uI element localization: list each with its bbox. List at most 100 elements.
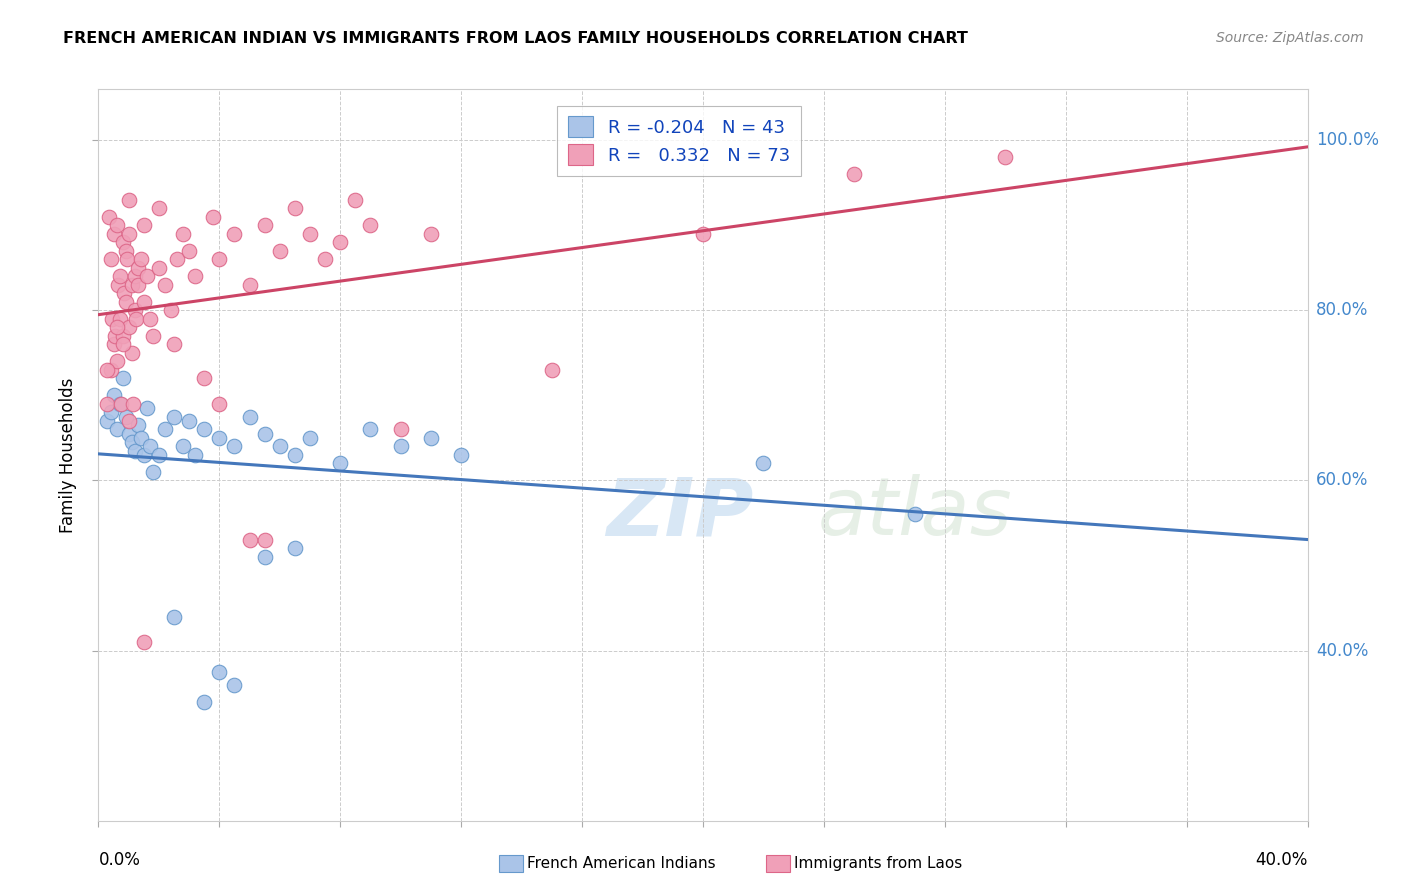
Point	[129, 252, 152, 267]
Point	[202, 210, 225, 224]
Point	[108, 311, 131, 326]
Point	[360, 219, 382, 233]
Point	[904, 508, 927, 522]
Point	[208, 397, 231, 411]
Point	[100, 405, 122, 419]
Point	[299, 431, 322, 445]
Point	[184, 448, 207, 462]
Point	[104, 329, 127, 343]
Point	[389, 422, 412, 436]
Text: atlas: atlas	[818, 475, 1012, 552]
Point	[314, 252, 336, 267]
Point	[389, 439, 412, 453]
Point	[253, 219, 276, 233]
Point	[103, 388, 125, 402]
Point	[118, 426, 141, 441]
Point	[284, 201, 307, 215]
Point	[107, 277, 129, 292]
Point	[163, 409, 186, 424]
Point	[127, 418, 149, 433]
Point	[111, 329, 134, 343]
Point	[124, 269, 146, 284]
Point	[135, 269, 157, 284]
Point	[132, 635, 155, 649]
Point	[139, 311, 162, 326]
Point	[148, 201, 170, 215]
Y-axis label: Family Households: Family Households	[59, 377, 77, 533]
Text: 80.0%: 80.0%	[1316, 301, 1368, 319]
Point	[96, 397, 118, 411]
Point	[163, 337, 186, 351]
Point	[96, 363, 118, 377]
Point	[163, 609, 186, 624]
Point	[153, 277, 176, 292]
Point	[124, 443, 146, 458]
Point	[752, 457, 775, 471]
Point	[127, 260, 149, 275]
Point	[420, 431, 443, 445]
Text: 40.0%: 40.0%	[1316, 641, 1368, 659]
Point	[269, 439, 291, 453]
Point	[121, 277, 143, 292]
Point	[450, 448, 472, 462]
Point	[540, 363, 562, 377]
Point	[139, 439, 162, 453]
Point	[100, 363, 122, 377]
Point	[105, 320, 128, 334]
Point	[844, 167, 866, 181]
Text: 100.0%: 100.0%	[1316, 131, 1379, 149]
Text: 40.0%: 40.0%	[1256, 851, 1308, 869]
Point	[329, 235, 352, 250]
Point	[108, 269, 131, 284]
Point	[179, 414, 201, 428]
Point	[103, 337, 125, 351]
Point	[96, 414, 118, 428]
Point	[224, 227, 246, 241]
Point	[111, 371, 134, 385]
Point	[239, 277, 262, 292]
Point	[118, 320, 141, 334]
Legend: R = -0.204   N = 43, R =   0.332   N = 73: R = -0.204 N = 43, R = 0.332 N = 73	[557, 105, 800, 176]
Point	[129, 431, 152, 445]
Text: Immigrants from Laos: Immigrants from Laos	[794, 856, 963, 871]
Point	[184, 269, 207, 284]
Point	[105, 354, 128, 368]
Point	[111, 235, 134, 250]
Point	[420, 227, 443, 241]
Point	[208, 431, 231, 445]
Point	[103, 227, 125, 241]
Point	[239, 409, 262, 424]
Point	[112, 286, 135, 301]
Text: ZIP: ZIP	[606, 475, 754, 552]
Point	[224, 439, 246, 453]
Point	[124, 303, 146, 318]
Point	[160, 303, 183, 318]
Point	[269, 244, 291, 258]
Text: French American Indians: French American Indians	[527, 856, 716, 871]
Point	[224, 677, 246, 691]
Point	[105, 422, 128, 436]
Text: 60.0%: 60.0%	[1316, 472, 1368, 490]
Point	[208, 252, 231, 267]
Point	[132, 294, 155, 309]
Point	[142, 465, 165, 479]
Text: Source: ZipAtlas.com: Source: ZipAtlas.com	[1216, 31, 1364, 45]
Point	[114, 409, 136, 424]
Point	[253, 549, 276, 564]
Point	[122, 397, 145, 411]
Point	[172, 227, 194, 241]
Point	[193, 422, 215, 436]
Point	[111, 337, 134, 351]
Point	[166, 252, 188, 267]
Point	[299, 227, 322, 241]
Point	[135, 401, 157, 416]
Point	[253, 533, 276, 547]
Point	[142, 329, 165, 343]
Point	[125, 311, 148, 326]
Text: 0.0%: 0.0%	[98, 851, 141, 869]
Point	[692, 227, 714, 241]
Point	[193, 371, 215, 385]
Point	[118, 414, 141, 428]
Point	[114, 294, 136, 309]
Point	[121, 346, 143, 360]
